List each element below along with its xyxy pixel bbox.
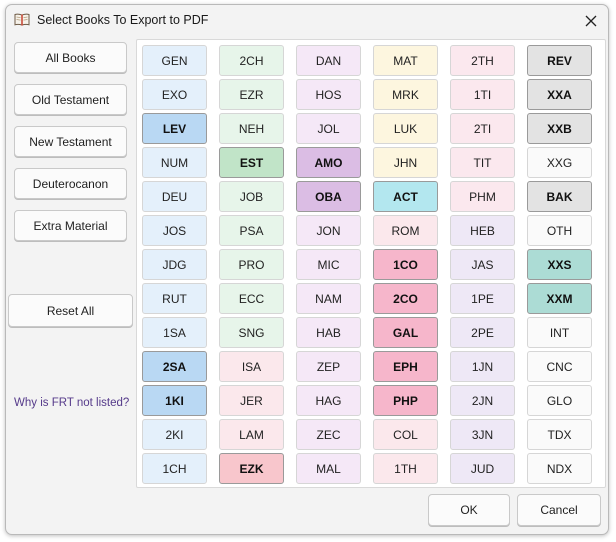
book-cell-1co[interactable]: 1CO (373, 249, 438, 280)
book-cell-phm[interactable]: PHM (450, 181, 515, 212)
book-cell-col[interactable]: COL (373, 419, 438, 450)
book-cell-ezr[interactable]: EZR (219, 79, 284, 110)
book-cell-1jn[interactable]: 1JN (450, 351, 515, 382)
close-icon (585, 15, 597, 27)
book-cell-2ch[interactable]: 2CH (219, 45, 284, 76)
book-cell-heb[interactable]: HEB (450, 215, 515, 246)
title-bar: Select Books To Export to PDF (6, 5, 608, 35)
book-cell-1ti[interactable]: 1TI (450, 79, 515, 110)
reset-all-button[interactable]: Reset All (8, 294, 133, 327)
book-cell-3jn[interactable]: 3JN (450, 419, 515, 450)
book-cell-glo[interactable]: GLO (527, 385, 592, 416)
book-cell-2jn[interactable]: 2JN (450, 385, 515, 416)
book-cell-jhn[interactable]: JHN (373, 147, 438, 178)
book-cell-mic[interactable]: MIC (296, 249, 361, 280)
book-cell-gal[interactable]: GAL (373, 317, 438, 348)
book-cell-1ki[interactable]: 1KI (142, 385, 207, 416)
book-cell-num[interactable]: NUM (142, 147, 207, 178)
book-cell-rom[interactable]: ROM (373, 215, 438, 246)
book-cell-1th[interactable]: 1TH (373, 453, 438, 484)
book-cell-xxm[interactable]: XXM (527, 283, 592, 314)
book-cell-rev[interactable]: REV (527, 45, 592, 76)
book-cell-1pe[interactable]: 1PE (450, 283, 515, 314)
book-cell-1ch[interactable]: 1CH (142, 453, 207, 484)
book-cell-xxa[interactable]: XXA (527, 79, 592, 110)
book-cell-ndx[interactable]: NDX (527, 453, 592, 484)
window-title: Select Books To Export to PDF (37, 13, 209, 27)
book-cell-zep[interactable]: ZEP (296, 351, 361, 382)
book-grid: GEN EXO LEV NUM DEU JOS JDG RUT 1SA 2SA 1KI 2KI 1CH 2… (136, 39, 606, 488)
old-testament-button[interactable]: Old Testament (14, 84, 127, 115)
book-cell-2ti[interactable]: 2TI (450, 113, 515, 144)
all-books-button[interactable]: All Books (14, 42, 127, 73)
book-cell-2co[interactable]: 2CO (373, 283, 438, 314)
book-cell-jol[interactable]: JOL (296, 113, 361, 144)
book-cell-jer[interactable]: JER (219, 385, 284, 416)
book-cell-pro[interactable]: PRO (219, 249, 284, 280)
book-cell-int[interactable]: INT (527, 317, 592, 348)
book-cell-oba[interactable]: OBA (296, 181, 361, 212)
book-cell-est[interactable]: EST (219, 147, 284, 178)
book-cell-hag[interactable]: HAG (296, 385, 361, 416)
book-cell-2pe[interactable]: 2PE (450, 317, 515, 348)
book-cell-gen[interactable]: GEN (142, 45, 207, 76)
ok-button[interactable]: OK (428, 494, 510, 526)
book-cell-xxg[interactable]: XXG (527, 147, 592, 178)
cancel-button[interactable]: Cancel (517, 494, 601, 526)
book-cell-deu[interactable]: DEU (142, 181, 207, 212)
book-cell-mal[interactable]: MAL (296, 453, 361, 484)
book-cell-xxs[interactable]: XXS (527, 249, 592, 280)
book-cell-jas[interactable]: JAS (450, 249, 515, 280)
book-cell-job[interactable]: JOB (219, 181, 284, 212)
book-cell-jos[interactable]: JOS (142, 215, 207, 246)
book-cell-dan[interactable]: DAN (296, 45, 361, 76)
book-cell-2sa[interactable]: 2SA (142, 351, 207, 382)
book-cell-lam[interactable]: LAM (219, 419, 284, 450)
book-cell-jdg[interactable]: JDG (142, 249, 207, 280)
book-cell-nam[interactable]: NAM (296, 283, 361, 314)
book-cell-2ki[interactable]: 2KI (142, 419, 207, 450)
book-cell-rut[interactable]: RUT (142, 283, 207, 314)
export-dialog: Select Books To Export to PDF All Books … (5, 4, 609, 535)
new-testament-button[interactable]: New Testament (14, 126, 127, 157)
book-cell-lev[interactable]: LEV (142, 113, 207, 144)
book-cell-php[interactable]: PHP (373, 385, 438, 416)
book-cell-psa[interactable]: PSA (219, 215, 284, 246)
book-cell-cnc[interactable]: CNC (527, 351, 592, 382)
book-cell-amo[interactable]: AMO (296, 147, 361, 178)
frt-help-link[interactable]: Why is FRT not listed? (14, 397, 130, 409)
book-cell-2th[interactable]: 2TH (450, 45, 515, 76)
book-cell-xxb[interactable]: XXB (527, 113, 592, 144)
book-cell-zec[interactable]: ZEC (296, 419, 361, 450)
book-cell-act[interactable]: ACT (373, 181, 438, 212)
book-cell-jon[interactable]: JON (296, 215, 361, 246)
book-cell-hab[interactable]: HAB (296, 317, 361, 348)
book-cell-oth[interactable]: OTH (527, 215, 592, 246)
book-cell-ecc[interactable]: ECC (219, 283, 284, 314)
book-cell-bak[interactable]: BAK (527, 181, 592, 212)
book-cell-sng[interactable]: SNG (219, 317, 284, 348)
book-cell-isa[interactable]: ISA (219, 351, 284, 382)
book-cell-tdx[interactable]: TDX (527, 419, 592, 450)
book-icon (14, 13, 30, 26)
book-cell-1sa[interactable]: 1SA (142, 317, 207, 348)
book-cell-ezk[interactable]: EZK (219, 453, 284, 484)
book-cell-eph[interactable]: EPH (373, 351, 438, 382)
book-cell-luk[interactable]: LUK (373, 113, 438, 144)
book-cell-exo[interactable]: EXO (142, 79, 207, 110)
extra-material-button[interactable]: Extra Material (14, 210, 127, 241)
book-cell-jud[interactable]: JUD (450, 453, 515, 484)
deuterocanon-button[interactable]: Deuterocanon (14, 168, 127, 199)
book-cell-tit[interactable]: TIT (450, 147, 515, 178)
book-cell-mrk[interactable]: MRK (373, 79, 438, 110)
book-cell-hos[interactable]: HOS (296, 79, 361, 110)
book-cell-mat[interactable]: MAT (373, 45, 438, 76)
close-button[interactable] (578, 8, 604, 34)
book-cell-neh[interactable]: NEH (219, 113, 284, 144)
